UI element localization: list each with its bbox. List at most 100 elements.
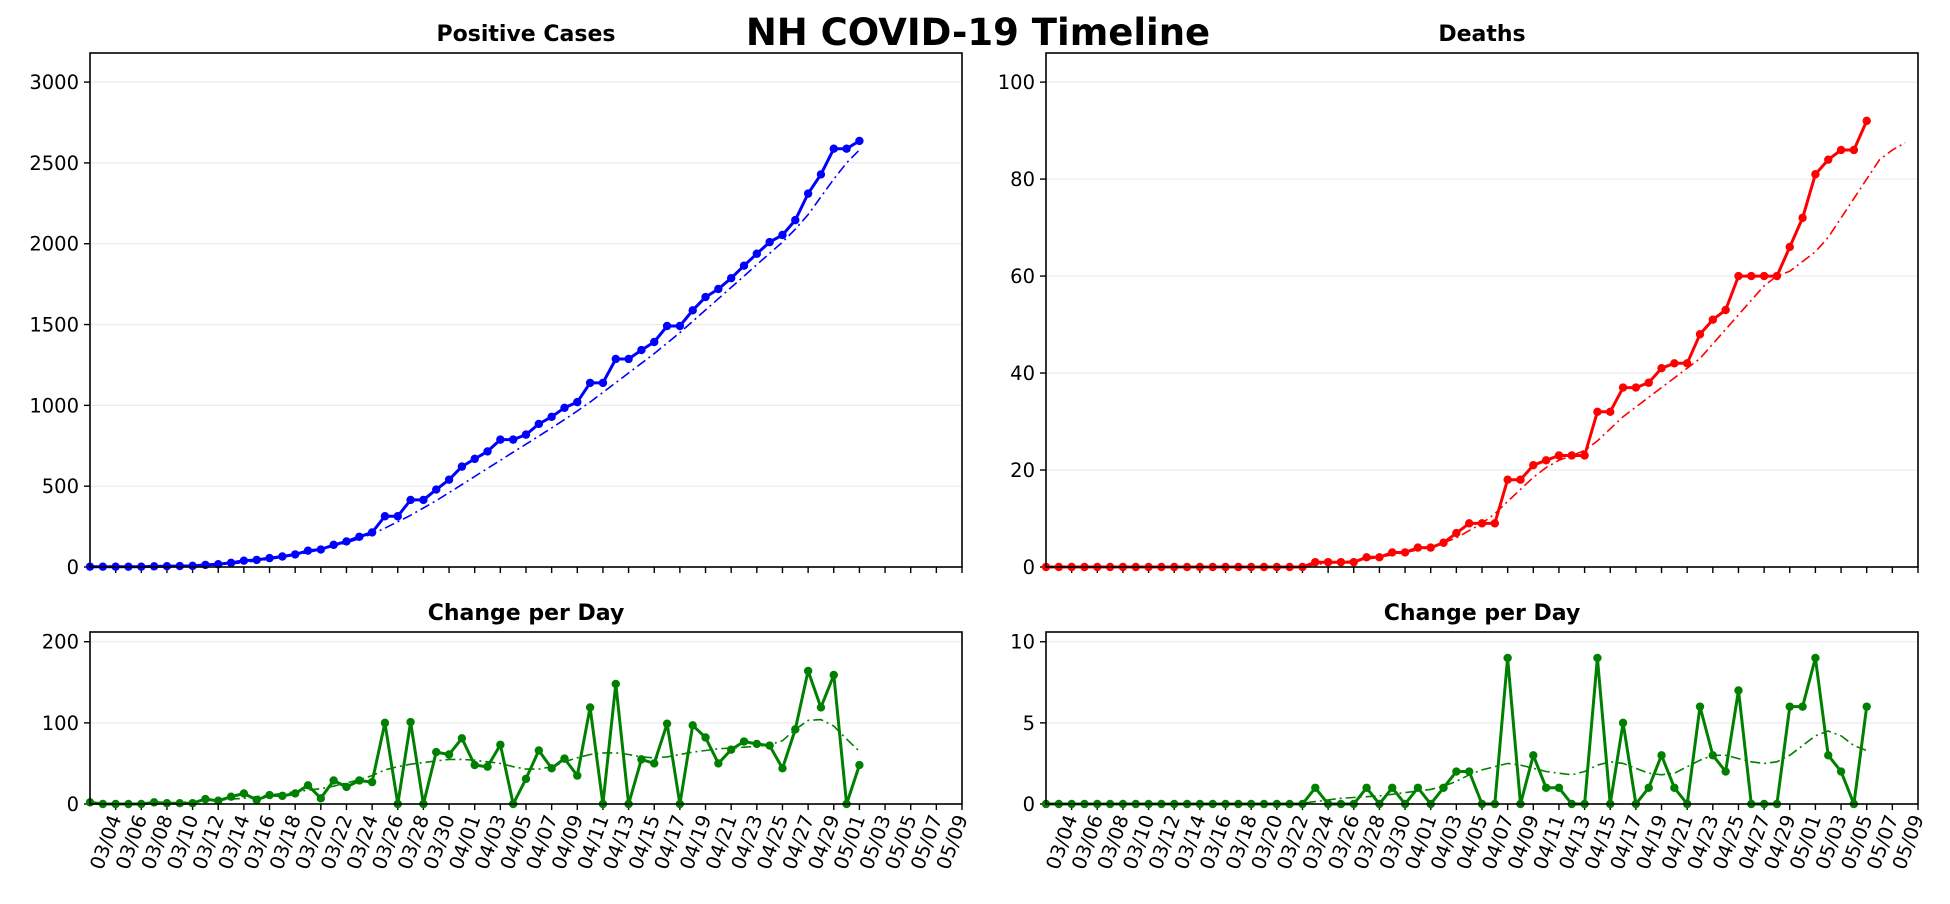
data-point bbox=[1593, 407, 1602, 417]
y-tick-label: 500 bbox=[42, 475, 79, 498]
data-point bbox=[842, 144, 851, 153]
data-point bbox=[816, 703, 826, 712]
y-tick-label: 80 bbox=[1010, 168, 1035, 191]
y-tick-label: 1000 bbox=[29, 394, 79, 417]
data-point bbox=[265, 790, 274, 800]
trend-line bbox=[90, 718, 860, 805]
data-point bbox=[444, 475, 454, 484]
data-point bbox=[1452, 528, 1461, 538]
data-point bbox=[752, 249, 762, 258]
panel-title: Change per Day bbox=[1384, 601, 1581, 626]
data-point bbox=[1798, 702, 1807, 711]
data-point bbox=[1413, 783, 1423, 792]
data-point bbox=[1349, 557, 1358, 567]
data-point bbox=[688, 306, 697, 315]
data-point bbox=[1747, 271, 1756, 281]
data-point bbox=[1695, 330, 1705, 339]
data-point bbox=[1657, 751, 1666, 760]
data-point bbox=[726, 273, 736, 283]
data-point bbox=[611, 354, 620, 364]
y-tick-label: 60 bbox=[1010, 265, 1035, 288]
data-point bbox=[265, 553, 274, 563]
data-point bbox=[1593, 653, 1602, 663]
panel-title: Positive Cases bbox=[437, 22, 616, 47]
panel-deaths: Deaths 0 20 40 60 80 100 bbox=[998, 22, 1919, 579]
y-tick-label: 10 bbox=[1010, 631, 1035, 654]
y-tick-label: 40 bbox=[1010, 362, 1035, 385]
y-tick-label: 3000 bbox=[29, 71, 79, 94]
data-point bbox=[406, 717, 415, 727]
data-point bbox=[662, 719, 672, 728]
data-point bbox=[1862, 702, 1871, 711]
data-point bbox=[470, 760, 479, 770]
y-tick-label: 0 bbox=[67, 793, 79, 816]
figure-title: NH COVID-19 Timeline bbox=[746, 11, 1210, 54]
data-point bbox=[560, 403, 569, 412]
data-point bbox=[739, 261, 749, 270]
data-point bbox=[355, 776, 364, 785]
data-point bbox=[201, 794, 210, 804]
data-point bbox=[598, 378, 608, 388]
data-point bbox=[624, 354, 633, 364]
data-point bbox=[1323, 557, 1333, 567]
data-point bbox=[611, 679, 620, 689]
data-point bbox=[585, 378, 595, 388]
plot-frame bbox=[89, 52, 963, 568]
data-point bbox=[226, 558, 236, 567]
data-point bbox=[406, 495, 415, 505]
trend-line bbox=[90, 149, 860, 568]
data-point bbox=[496, 435, 505, 444]
data-point bbox=[803, 189, 813, 198]
data-point bbox=[752, 739, 762, 749]
data-point bbox=[1862, 116, 1871, 126]
series-line bbox=[90, 139, 861, 569]
data-point bbox=[1734, 686, 1743, 695]
data-point bbox=[726, 745, 736, 754]
plot-frame bbox=[1045, 631, 1919, 805]
data-point bbox=[662, 321, 672, 331]
data-point bbox=[1554, 451, 1564, 460]
data-point bbox=[688, 721, 697, 730]
data-point bbox=[508, 435, 518, 444]
panel-cases: Positive Cases 0 500 1000 1500 2000 2500 3000 bbox=[29, 22, 963, 579]
panel-deaths-change: Change per Day051003/0403/0603/0803/1003… bbox=[1010, 601, 1929, 873]
y-tick-label: 0 bbox=[1023, 793, 1035, 816]
data-point bbox=[701, 733, 710, 742]
y-tick-label: 0 bbox=[67, 556, 79, 579]
data-point bbox=[1554, 783, 1564, 792]
data-point bbox=[149, 798, 159, 807]
data-point bbox=[1785, 702, 1794, 711]
data-point bbox=[444, 750, 454, 759]
data-point bbox=[1721, 767, 1730, 776]
data-point bbox=[342, 537, 351, 546]
series-line bbox=[1046, 120, 1869, 569]
data-point bbox=[1618, 718, 1628, 728]
y-tick-label: 20 bbox=[1010, 459, 1035, 482]
data-point bbox=[252, 555, 261, 565]
data-point bbox=[714, 759, 723, 768]
data-point bbox=[521, 430, 531, 439]
data-point bbox=[432, 747, 441, 757]
data-point bbox=[791, 215, 800, 225]
data-point bbox=[1657, 363, 1666, 373]
data-point bbox=[1631, 383, 1641, 392]
data-point bbox=[1362, 783, 1371, 792]
data-point bbox=[803, 666, 813, 676]
data-point bbox=[1503, 475, 1512, 484]
y-tick-label: 200 bbox=[42, 631, 79, 654]
data-point bbox=[214, 796, 223, 805]
data-point bbox=[162, 798, 172, 808]
data-point bbox=[483, 447, 492, 456]
data-point bbox=[162, 561, 172, 571]
data-point bbox=[329, 776, 338, 785]
y-tick-label: 100 bbox=[42, 712, 79, 735]
data-point bbox=[1682, 359, 1692, 368]
data-point bbox=[1503, 653, 1512, 663]
data-point bbox=[380, 718, 390, 728]
data-point bbox=[457, 734, 467, 743]
panel-cases-change: Change per Day010020003/0403/0603/0803/1… bbox=[42, 601, 973, 873]
data-point bbox=[1785, 242, 1794, 252]
data-point bbox=[714, 284, 723, 294]
data-point bbox=[534, 419, 544, 429]
